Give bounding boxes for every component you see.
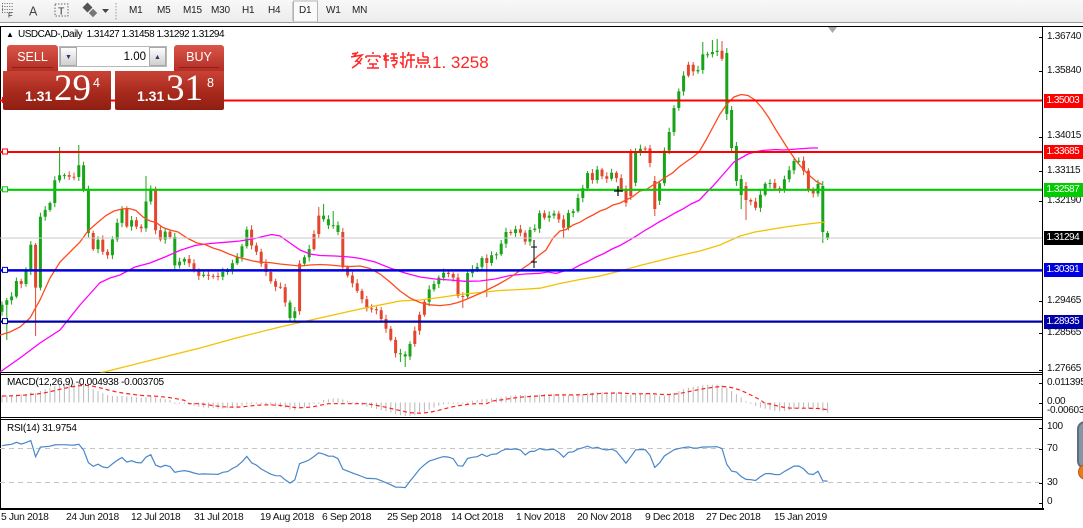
svg-text:T: T — [58, 6, 65, 18]
svg-text:1. 3258: 1. 3258 — [432, 53, 489, 72]
svg-text:A: A — [29, 5, 38, 19]
svg-text:F: F — [8, 11, 13, 20]
